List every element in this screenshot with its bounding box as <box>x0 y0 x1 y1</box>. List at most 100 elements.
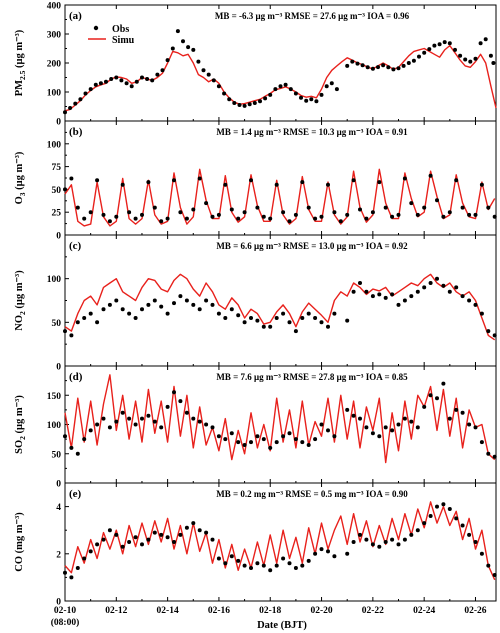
obs-point <box>491 61 496 65</box>
obs-point <box>460 523 465 528</box>
obs-point <box>360 63 365 68</box>
obs-point <box>319 320 324 325</box>
x-axis: Date (BJT) 02-10(08:00) 02-12 02-14 02-16 02… <box>51 606 487 631</box>
obs-point <box>486 451 491 456</box>
obs-point <box>355 61 360 66</box>
obs-point <box>351 289 356 294</box>
obs-point <box>223 437 228 442</box>
obs-point <box>119 78 124 83</box>
obs-point <box>351 540 356 544</box>
y-tick-label: 100 <box>47 140 62 150</box>
obs-point <box>293 91 298 96</box>
obs-point <box>432 43 437 48</box>
obs-point <box>274 182 279 187</box>
obs-point <box>435 198 439 203</box>
obs-point <box>95 542 100 547</box>
y-tick-label: 100 <box>47 421 62 431</box>
obs-point <box>255 434 260 439</box>
obs-point <box>415 528 420 533</box>
obs-point <box>101 307 106 312</box>
y-tick-label: 0 <box>56 232 61 242</box>
obs-point <box>216 556 221 561</box>
stats-text: MB = 1.4 μg m⁻³ RMSE = 10.3 μg m⁻³ IOA =… <box>216 127 408 137</box>
obs-point <box>101 212 106 217</box>
obs-point <box>206 72 211 77</box>
obs-point <box>486 205 491 210</box>
obs-point <box>204 530 209 535</box>
obs-point <box>473 302 478 307</box>
y-axis-label-main: SO <box>14 440 25 454</box>
obs-point <box>345 63 350 68</box>
obs-point <box>140 307 144 312</box>
obs-point <box>306 558 311 563</box>
obs-point <box>377 544 382 549</box>
stats-text: MB = 0.2 mg m⁻³ RMSE = 0.5 mg m⁻³ IOA = … <box>216 489 408 499</box>
obs-point <box>391 67 396 72</box>
obs-point <box>435 276 439 281</box>
obs-point <box>383 425 388 430</box>
obs-point <box>447 507 452 511</box>
obs-point <box>415 212 420 217</box>
obs-point <box>334 87 339 92</box>
obs-point <box>210 214 215 219</box>
y-axis-label-unit: (μg m⁻³) <box>14 395 25 436</box>
obs-point <box>345 318 350 323</box>
obs-point <box>415 289 420 294</box>
obs-point <box>281 311 286 316</box>
obs-point <box>114 532 119 537</box>
obs-point <box>261 214 266 219</box>
obs-point <box>152 298 157 303</box>
obs-point <box>172 390 176 395</box>
obs-point <box>428 281 433 285</box>
y-tick-label: 0 <box>56 118 61 128</box>
obs-point <box>178 294 183 299</box>
obs-point <box>242 103 247 108</box>
obs-point <box>422 521 427 526</box>
obs-point <box>129 84 134 89</box>
obs-point <box>159 425 164 430</box>
obs-point <box>69 333 74 338</box>
y-axis-label-unit: (μg m⁻³) <box>14 270 25 311</box>
obs-point <box>69 445 74 450</box>
y-tick-label: 4 <box>56 503 61 513</box>
obs-point <box>223 316 228 320</box>
obs-point <box>95 178 100 183</box>
obs-point <box>441 502 446 507</box>
obs-point <box>319 214 324 219</box>
obs-point <box>172 301 176 306</box>
obs-point <box>88 210 93 215</box>
obs-point <box>186 45 191 50</box>
obs-point <box>479 440 484 445</box>
obs-point <box>255 205 260 210</box>
obs-point <box>114 214 119 219</box>
obs-point <box>236 440 241 445</box>
y-tick-label: 300 <box>47 31 62 41</box>
obs-point <box>415 425 420 430</box>
obs-point <box>124 81 129 86</box>
obs-point <box>428 514 433 518</box>
obs-point <box>236 216 241 221</box>
obs-point <box>467 532 472 537</box>
obs-point <box>287 219 292 224</box>
obs-point <box>479 551 484 556</box>
obs-point <box>370 431 375 436</box>
obs-point <box>127 311 132 316</box>
panel-label: (a) <box>69 10 82 22</box>
obs-point <box>281 556 286 561</box>
obs-point <box>98 81 103 86</box>
obs-point <box>358 532 362 537</box>
obs-point <box>364 425 369 430</box>
obs-point <box>313 551 318 556</box>
obs-point <box>326 549 330 554</box>
obs-point <box>377 434 382 439</box>
obs-point <box>483 37 488 42</box>
obs-point <box>313 316 318 320</box>
x-tick-label: 02-16 <box>208 606 230 616</box>
y-tick-label: 400 <box>47 2 62 12</box>
y-axis-label-unit: (μg m⁻³) <box>14 29 25 70</box>
x-tick-sublabel: (08:00) <box>51 617 80 628</box>
obs-point <box>358 207 362 212</box>
obs-point <box>309 97 314 102</box>
obs-point <box>120 307 125 312</box>
obs-point <box>146 537 151 542</box>
